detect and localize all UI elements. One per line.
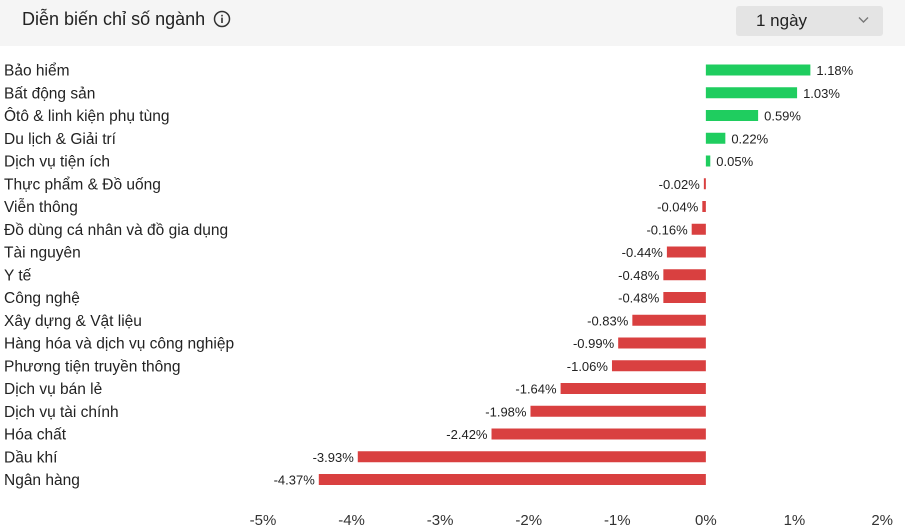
x-tick-label: -4% — [338, 512, 365, 529]
bar[interactable] — [705, 132, 726, 144]
category-label: Y tế — [4, 267, 32, 284]
category-label: Ôtô & linh kiện phụ tùng — [4, 108, 169, 125]
bar[interactable] — [666, 246, 706, 258]
x-tick-label: 1% — [784, 512, 806, 529]
bar[interactable] — [705, 155, 711, 167]
info-icon[interactable] — [213, 10, 231, 28]
value-label: -1.06% — [567, 359, 609, 374]
category-label: Dịch vụ tiện ích — [4, 154, 110, 171]
bar[interactable] — [663, 292, 706, 303]
x-tick-label: 2% — [871, 512, 893, 529]
category-label: Dịch vụ tài chính — [4, 404, 119, 421]
x-tick-label: -2% — [515, 512, 542, 529]
value-label: -0.44% — [622, 245, 664, 260]
x-tick-label: -5% — [250, 512, 277, 529]
chart-title: Diễn biến chỉ số ngành — [22, 9, 206, 29]
category-label: Hàng hóa và dịch vụ công nghiệp — [4, 336, 234, 353]
value-label: -3.93% — [313, 450, 355, 465]
bar[interactable] — [530, 405, 706, 417]
x-tick-label: -3% — [427, 512, 454, 529]
category-label: Xây dựng & Vật liệu — [4, 313, 142, 330]
category-label: Bảo hiểm — [4, 63, 69, 80]
bar[interactable] — [705, 87, 798, 99]
bar[interactable] — [702, 201, 706, 212]
value-label: -1.64% — [515, 382, 557, 397]
category-label: Phương tiện truyền thông — [4, 358, 181, 375]
value-label: 0.59% — [764, 109, 801, 124]
category-label: Thực phẩm & Đồ uống — [4, 176, 161, 193]
value-label: -4.37% — [274, 473, 316, 488]
bar[interactable] — [560, 383, 706, 394]
category-label: Ngân hàng — [4, 472, 80, 489]
chart-header: Diễn biến chỉ số ngành 1 ngày — [0, 0, 905, 46]
bar[interactable] — [618, 337, 706, 349]
value-label: -0.83% — [587, 313, 629, 328]
category-label: Dịch vụ bán lẻ — [4, 381, 102, 398]
sector-bar-chart: Bảo hiểm 1.18% Bất động sản 1.03% Ôtô & linh… — [4, 63, 893, 530]
bar[interactable] — [705, 110, 759, 121]
category-label: Tài nguyên — [4, 245, 81, 262]
category-label: Hóa chất — [4, 427, 67, 444]
bar[interactable] — [491, 428, 706, 440]
category-label: Viễn thông — [4, 199, 78, 216]
x-tick-label: 0% — [695, 512, 717, 529]
category-label: Công nghệ — [4, 290, 80, 307]
x-tick-label: -1% — [604, 512, 631, 529]
bar[interactable] — [357, 451, 706, 463]
value-label: 0.22% — [731, 131, 768, 146]
value-label: -0.16% — [646, 222, 688, 237]
bar[interactable] — [632, 314, 706, 326]
value-label: -0.48% — [618, 291, 660, 306]
value-label: -2.42% — [446, 427, 488, 442]
value-label: -0.48% — [618, 268, 660, 283]
chevron-down-icon — [858, 17, 869, 23]
value-label: -1.98% — [485, 404, 527, 419]
bar[interactable] — [663, 269, 706, 281]
bar[interactable] — [705, 64, 811, 76]
category-label: Dầu khí — [4, 449, 58, 466]
period-select[interactable]: 1 ngày — [736, 6, 883, 36]
value-label: -0.02% — [659, 177, 701, 192]
bar[interactable] — [703, 178, 706, 190]
category-label: Bất động sản — [4, 85, 95, 102]
category-label: Đồ dùng cá nhân và đồ gia dụng — [4, 222, 228, 239]
bar[interactable] — [691, 223, 706, 235]
value-label: 0.05% — [716, 154, 753, 169]
value-label: -0.04% — [657, 200, 699, 215]
value-label: 1.18% — [816, 63, 853, 78]
bar[interactable] — [611, 360, 706, 372]
value-label: 1.03% — [803, 86, 840, 101]
value-label: -0.99% — [573, 336, 615, 351]
bar[interactable] — [318, 474, 706, 485]
category-label: Du lịch & Giải trí — [4, 131, 117, 148]
period-select-value: 1 ngày — [756, 11, 808, 30]
